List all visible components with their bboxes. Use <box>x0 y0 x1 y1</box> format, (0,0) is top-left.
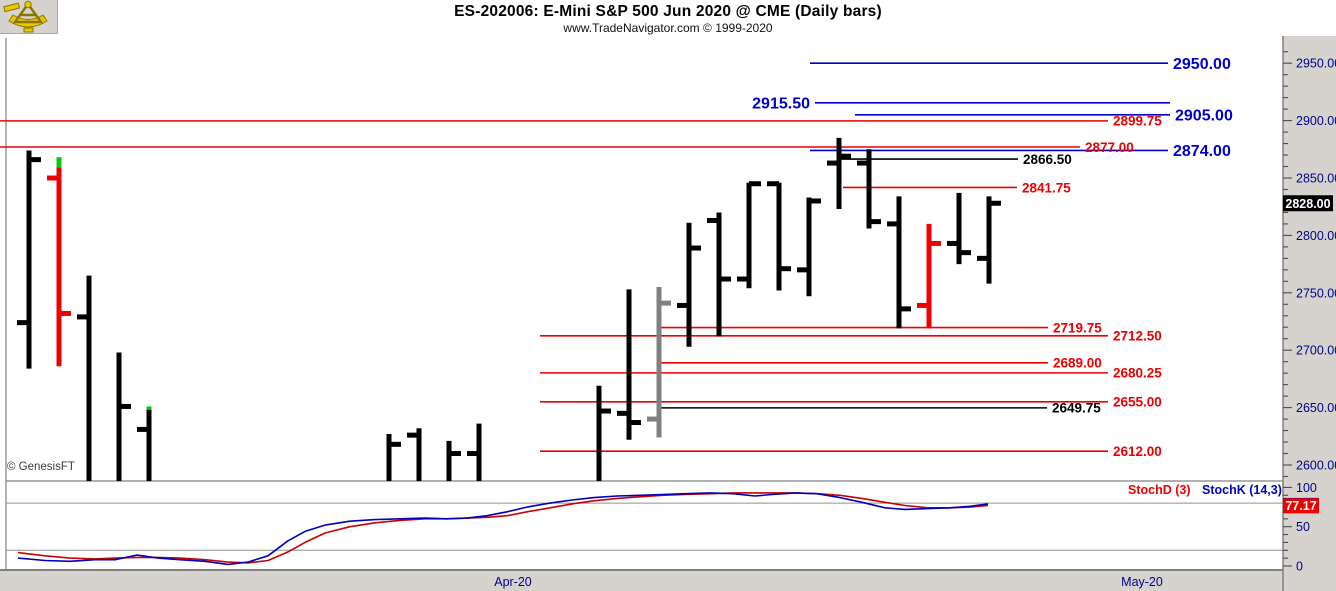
price-tick-label: 2700.00 <box>1296 344 1336 358</box>
stoch-axis[interactable]: 100 50 0 <box>1283 481 1317 574</box>
price-tick-label: 2650.00 <box>1296 401 1336 415</box>
genesis-sextant-logo-icon <box>3 0 48 33</box>
level-label-2612.00: 2612.00 <box>1113 444 1162 459</box>
stoch-tick-label: 50 <box>1296 520 1310 534</box>
price-tick-label: 2800.00 <box>1296 229 1336 243</box>
level-label-2877.00: 2877.00 <box>1085 140 1134 155</box>
current-price-value: 2828.00 <box>1285 197 1330 211</box>
level-labels: 2950.00 2915.50 2905.00 2899.75 2877.00 2874.… <box>752 56 1233 459</box>
current-price-badge: 2828.00 <box>1283 195 1333 212</box>
level-label-2649.75: 2649.75 <box>1052 401 1101 416</box>
ohlc-bar[interactable] <box>467 423 482 481</box>
ohlc-bar[interactable] <box>386 434 401 481</box>
level-label-2655.00: 2655.00 <box>1113 395 1162 410</box>
stoch-reference-lines <box>6 502 1283 551</box>
level-label-2905.00: 2905.00 <box>1175 108 1233 125</box>
stoch-tick-label: 0 <box>1296 560 1303 574</box>
price-tick-label: 2600.00 <box>1296 459 1336 473</box>
x-axis-label-May-20: May-20 <box>1121 575 1163 589</box>
ohlc-bar[interactable] <box>977 196 1001 284</box>
ohlc-bar[interactable] <box>47 157 71 367</box>
ohlc-bar[interactable] <box>407 428 422 481</box>
stochk-line <box>17 492 989 566</box>
ohlc-bar[interactable] <box>446 440 461 481</box>
ohlc-bar[interactable] <box>767 181 791 291</box>
panel-borders <box>0 36 1284 591</box>
ohlc-bar[interactable] <box>797 197 821 297</box>
ohlc-bar[interactable] <box>917 223 941 329</box>
ohlc-bars <box>17 137 1001 481</box>
ohlc-bar[interactable] <box>647 287 671 438</box>
level-label-2874.00: 2874.00 <box>1173 143 1231 160</box>
stochd-line <box>17 492 989 564</box>
chart-title: ES-202006: E-Mini S&P 500 Jun 2020 @ CME… <box>454 3 882 20</box>
ohlc-bar[interactable] <box>116 352 131 481</box>
level-label-2689.00: 2689.00 <box>1053 356 1102 371</box>
x-axis-labels: Apr-20 May-20 <box>494 575 1163 589</box>
ohlc-bar[interactable] <box>947 192 971 265</box>
genesis-logo-box <box>0 0 58 34</box>
chart-subtitle: www.TradeNavigator.com © 1999-2020 <box>563 21 773 35</box>
stochk-legend-label[interactable]: StochK (14,3) <box>1202 483 1282 497</box>
ohlc-bar[interactable] <box>617 289 641 440</box>
ohlc-bar[interactable] <box>737 181 761 289</box>
level-label-2712.50: 2712.50 <box>1113 329 1162 344</box>
level-label-2866.50: 2866.50 <box>1023 152 1072 167</box>
price-tick-label: 2900.00 <box>1296 114 1336 128</box>
level-label-2841.75: 2841.75 <box>1022 180 1071 195</box>
level-label-2719.75: 2719.75 <box>1053 320 1102 335</box>
stoch-lines <box>17 492 989 566</box>
stochd-badge-bg <box>1283 498 1319 514</box>
ohlc-bar[interactable] <box>17 150 41 369</box>
stoch-value-badge: 77.17 <box>1283 497 1319 514</box>
price-tick-label: 2750.00 <box>1296 286 1336 300</box>
ohlc-bar[interactable] <box>887 196 911 329</box>
level-label-2915.50: 2915.50 <box>752 96 810 113</box>
level-label-2950.00: 2950.00 <box>1173 56 1231 73</box>
ohlc-bar[interactable] <box>137 406 152 481</box>
ohlc-bar[interactable] <box>677 222 701 347</box>
ohlc-bar[interactable] <box>77 275 92 481</box>
current-price-badge-bg <box>1283 195 1333 212</box>
level-label-2680.25: 2680.25 <box>1113 366 1162 381</box>
x-axis-label-Apr-20: Apr-20 <box>494 575 532 589</box>
ohlc-bar[interactable] <box>596 385 611 481</box>
stoch-tick-label: 100 <box>1296 481 1317 495</box>
level-lines <box>0 62 1170 453</box>
ohlc-bar[interactable] <box>707 212 731 337</box>
price-axis[interactable]: 2950.00 2900.00 2850.00 2800.00 2750.00 2700.… <box>1283 51 1336 478</box>
stochd-legend-label[interactable]: StochD (3) <box>1128 483 1191 497</box>
genesisft-watermark: © GenesisFT <box>7 461 75 473</box>
x-axis-strip[interactable] <box>0 571 1283 591</box>
ohlc-bar[interactable] <box>827 137 851 209</box>
price-tick-label: 2950.00 <box>1296 57 1336 71</box>
level-label-2899.75: 2899.75 <box>1113 114 1162 129</box>
ohlc-bar[interactable] <box>857 149 881 229</box>
stoch-value: 77.17 <box>1285 499 1316 513</box>
price-tick-label: 2850.00 <box>1296 172 1336 186</box>
